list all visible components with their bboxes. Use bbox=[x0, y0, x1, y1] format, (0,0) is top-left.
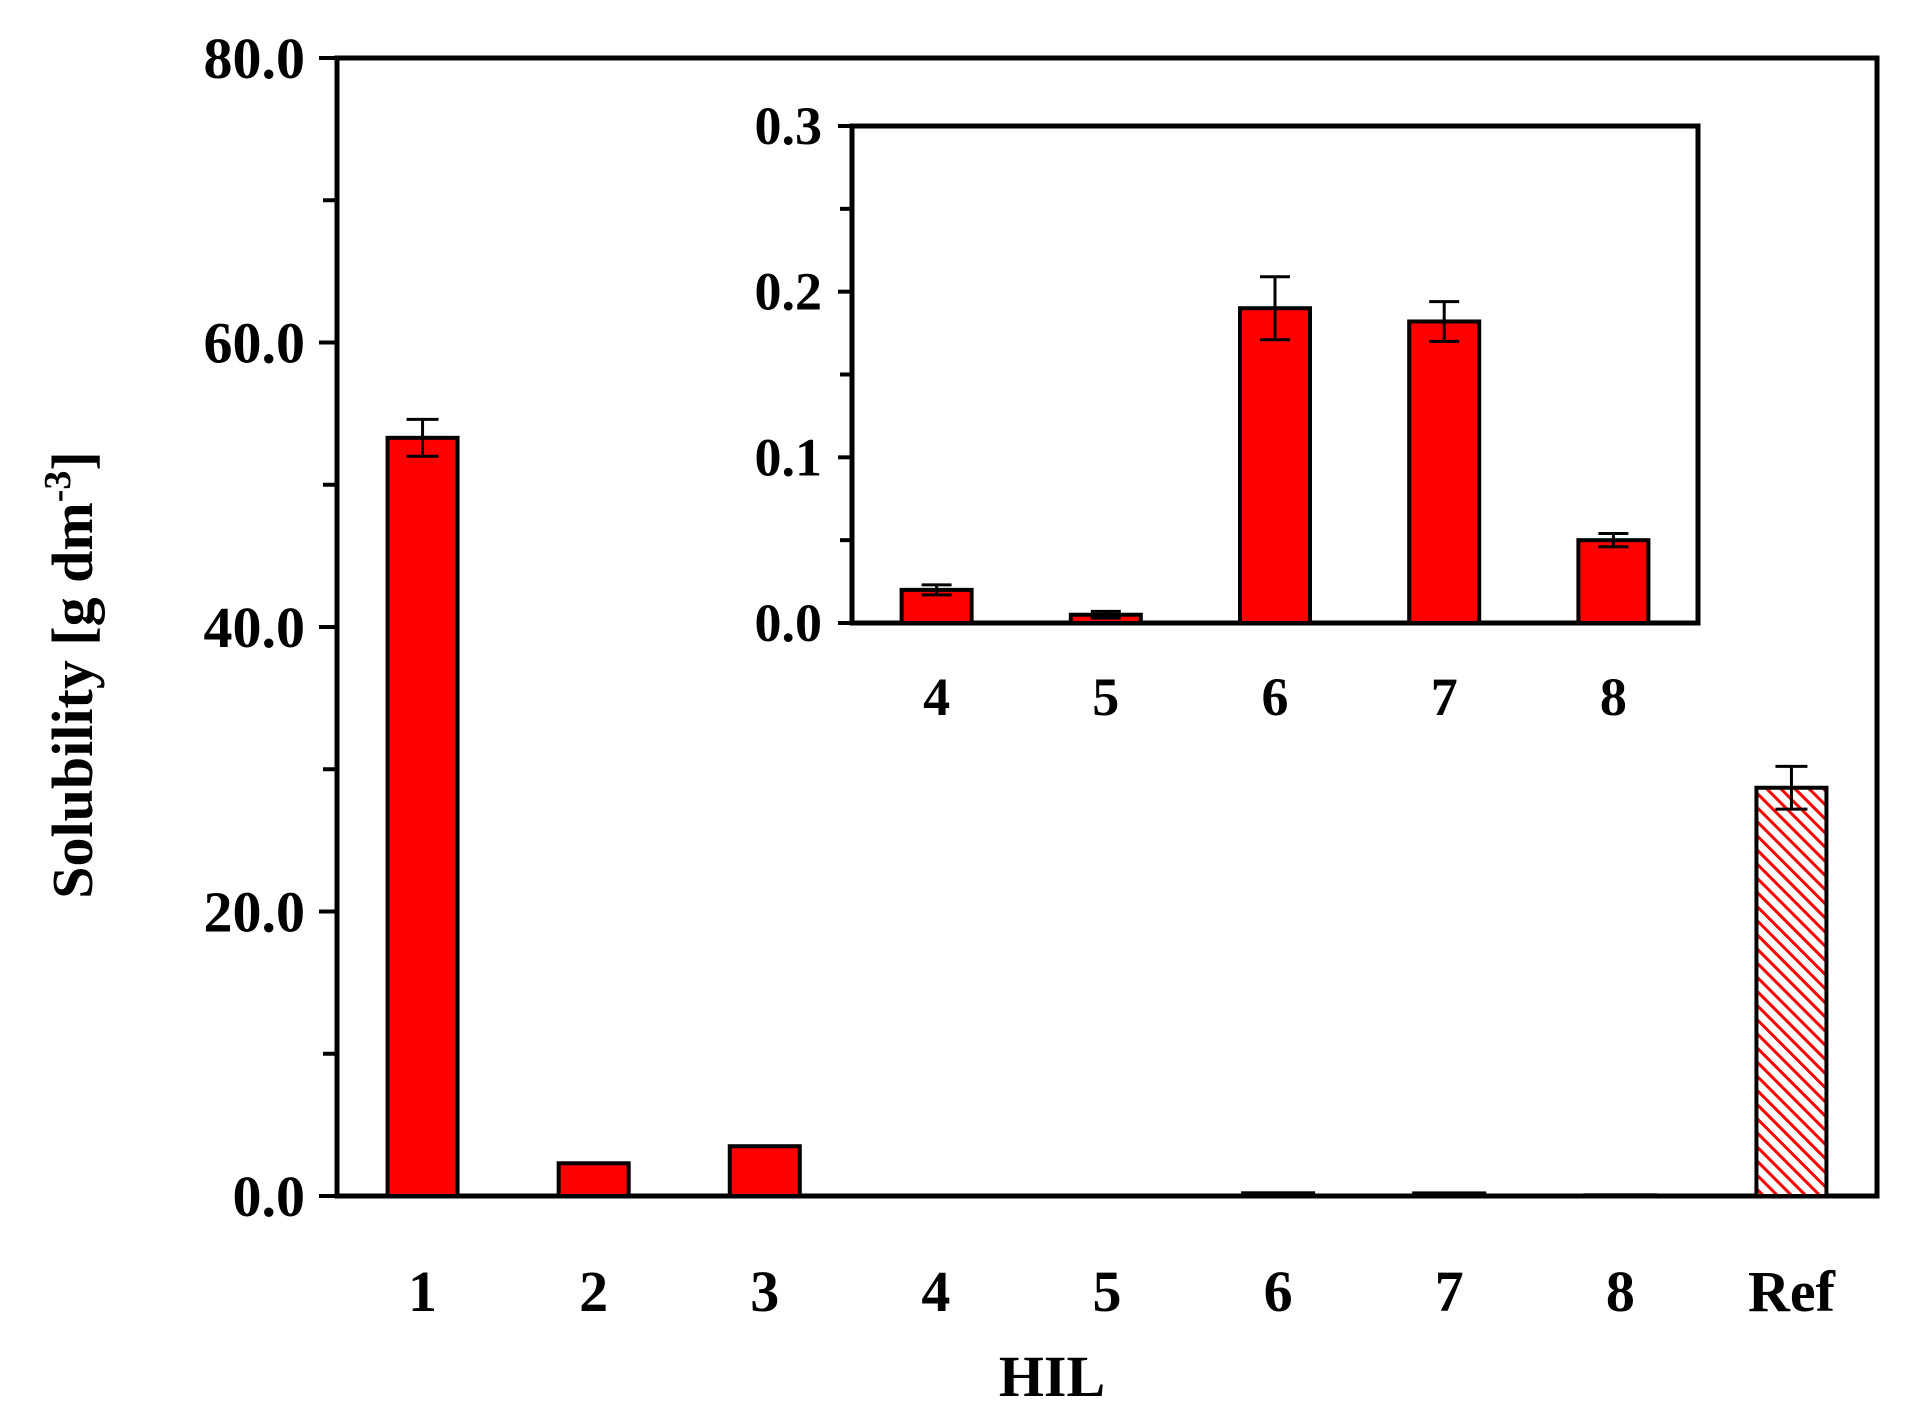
inset-x-category-label-5: 5 bbox=[1092, 667, 1119, 727]
x-category-label-2: 2 bbox=[579, 1259, 608, 1324]
y-tick-label: 0.0 bbox=[233, 1164, 306, 1229]
inset-x-category-label-7: 7 bbox=[1431, 667, 1458, 727]
inset-y-tick-label: 0.2 bbox=[755, 262, 823, 322]
y-tick-label: 60.0 bbox=[204, 311, 306, 376]
x-category-label-Ref: Ref bbox=[1748, 1259, 1836, 1324]
inset-y-tick-label: 0.0 bbox=[755, 593, 823, 653]
y-tick-label: 80.0 bbox=[204, 26, 306, 91]
axis-titles: HIL Solubility [g dm-3] bbox=[37, 451, 1105, 1409]
y-tick-label: 20.0 bbox=[204, 880, 306, 945]
inset-bar-7 bbox=[1407, 319, 1482, 625]
y-axis-title-main: Solubility [g dm bbox=[40, 502, 105, 898]
main-plot: 0.020.040.060.080.01 2 3 4 5 6 7 8 Ref bbox=[204, 26, 1880, 1324]
plot-frame bbox=[334, 55, 1880, 1199]
bar-8 bbox=[1583, 1193, 1658, 1198]
x-category-label-6: 6 bbox=[1264, 1259, 1293, 1324]
bar-3 bbox=[727, 1144, 802, 1199]
y-tick-label: 40.0 bbox=[204, 595, 306, 660]
x-category-label-4: 4 bbox=[921, 1259, 950, 1324]
x-category-label-3: 3 bbox=[750, 1259, 779, 1324]
y-axis-title: Solubility [g dm-3] bbox=[37, 451, 105, 898]
y-axis-title-superscript: -3 bbox=[37, 471, 79, 503]
x-axis-title: HIL bbox=[999, 1344, 1105, 1409]
inset-bar-8 bbox=[1576, 538, 1651, 626]
bar-1 bbox=[385, 435, 460, 1198]
bar-Ref bbox=[1754, 785, 1829, 1198]
x-category-label-1: 1 bbox=[408, 1259, 437, 1324]
inset-plot: 0.0 0.1 0.2 0.3 4 5 6 7 8 bbox=[755, 96, 1701, 727]
bar-2 bbox=[556, 1161, 631, 1198]
x-category-label-8: 8 bbox=[1606, 1259, 1635, 1324]
x-category-label-7: 7 bbox=[1435, 1259, 1464, 1324]
y-axis-title-close: ] bbox=[40, 451, 105, 470]
inset-x-category-label-8: 8 bbox=[1600, 667, 1627, 727]
x-category-label-5: 5 bbox=[1093, 1259, 1122, 1324]
inset-y-tick-label: 0.1 bbox=[755, 427, 823, 487]
bar-7 bbox=[1412, 1191, 1487, 1198]
bar-6 bbox=[1241, 1191, 1316, 1198]
inset-bar-6 bbox=[1238, 306, 1312, 625]
inset-x-category-label-6: 6 bbox=[1262, 667, 1289, 727]
inset-y-tick-label: 0.3 bbox=[755, 96, 823, 156]
inset-x-category-label-4: 4 bbox=[923, 667, 950, 727]
